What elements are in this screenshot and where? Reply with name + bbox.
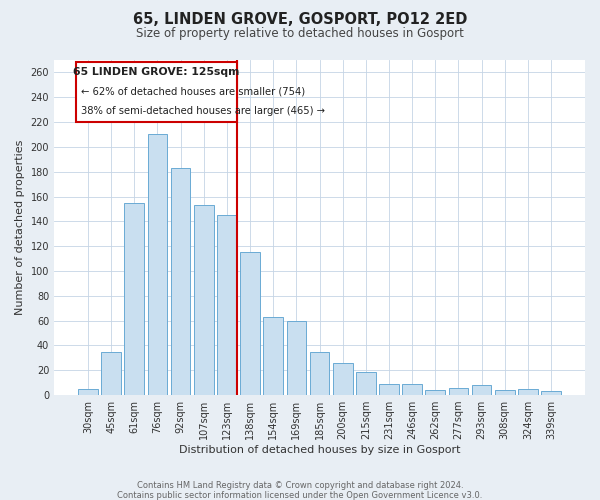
Bar — [472, 385, 491, 395]
Bar — [518, 389, 538, 395]
Y-axis label: Number of detached properties: Number of detached properties — [15, 140, 25, 315]
Bar — [425, 390, 445, 395]
Bar — [217, 215, 237, 395]
Bar — [194, 205, 214, 395]
Bar — [263, 317, 283, 395]
Bar — [287, 320, 306, 395]
Bar — [171, 168, 190, 395]
Bar — [310, 352, 329, 395]
Bar — [402, 384, 422, 395]
Text: Contains HM Land Registry data © Crown copyright and database right 2024.: Contains HM Land Registry data © Crown c… — [137, 481, 463, 490]
FancyBboxPatch shape — [76, 62, 237, 122]
Text: 65 LINDEN GROVE: 125sqm: 65 LINDEN GROVE: 125sqm — [73, 68, 240, 78]
Text: ← 62% of detached houses are smaller (754): ← 62% of detached houses are smaller (75… — [81, 86, 305, 96]
Text: Contains public sector information licensed under the Open Government Licence v3: Contains public sector information licen… — [118, 491, 482, 500]
Text: 65, LINDEN GROVE, GOSPORT, PO12 2ED: 65, LINDEN GROVE, GOSPORT, PO12 2ED — [133, 12, 467, 28]
Bar — [541, 392, 561, 395]
Bar — [78, 389, 98, 395]
Text: Size of property relative to detached houses in Gosport: Size of property relative to detached ho… — [136, 28, 464, 40]
Bar — [495, 390, 515, 395]
Bar — [379, 384, 399, 395]
Bar — [356, 372, 376, 395]
X-axis label: Distribution of detached houses by size in Gosport: Distribution of detached houses by size … — [179, 445, 460, 455]
Text: 38% of semi-detached houses are larger (465) →: 38% of semi-detached houses are larger (… — [81, 106, 325, 116]
Bar — [240, 252, 260, 395]
Bar — [124, 202, 144, 395]
Bar — [148, 134, 167, 395]
Bar — [101, 352, 121, 395]
Bar — [449, 388, 468, 395]
Bar — [333, 363, 353, 395]
